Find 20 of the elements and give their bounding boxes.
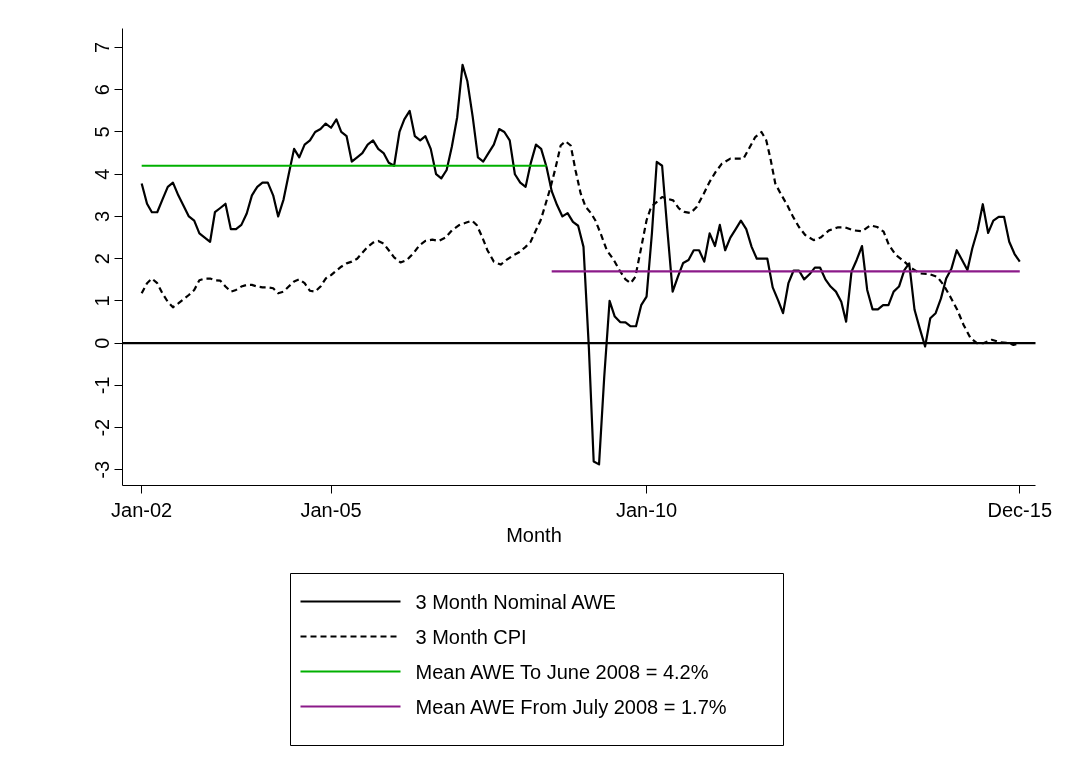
y-tick-label: 7 [91, 41, 114, 54]
x-tick-label: Jan-05 [300, 498, 362, 521]
x-axis-title: Month [506, 523, 562, 546]
y-tick-label: -3 [91, 460, 114, 479]
y-tick-label: 3 [91, 210, 114, 223]
legend-label: Mean AWE To June 2008 = 4.2% [415, 660, 709, 683]
y-tick-label: -2 [91, 418, 114, 437]
y-tick-label: 4 [91, 168, 114, 180]
legend-label: Mean AWE From July 2008 = 1.7% [415, 695, 727, 718]
y-tick-label: 5 [91, 126, 114, 138]
y-tick-label: 2 [91, 253, 114, 265]
x-tick-label: Jan-02 [111, 498, 173, 521]
x-tick-label: Dec-15 [987, 498, 1053, 521]
legend-label: 3 Month CPI [415, 625, 527, 648]
x-tick-label: Jan-10 [615, 498, 678, 521]
y-tick-label: -1 [91, 376, 114, 395]
y-tick-label: 1 [91, 295, 114, 307]
y-tick-label: 6 [91, 84, 114, 96]
legend-label: 3 Month Nominal AWE [415, 590, 616, 613]
y-tick-label: 0 [91, 337, 114, 349]
